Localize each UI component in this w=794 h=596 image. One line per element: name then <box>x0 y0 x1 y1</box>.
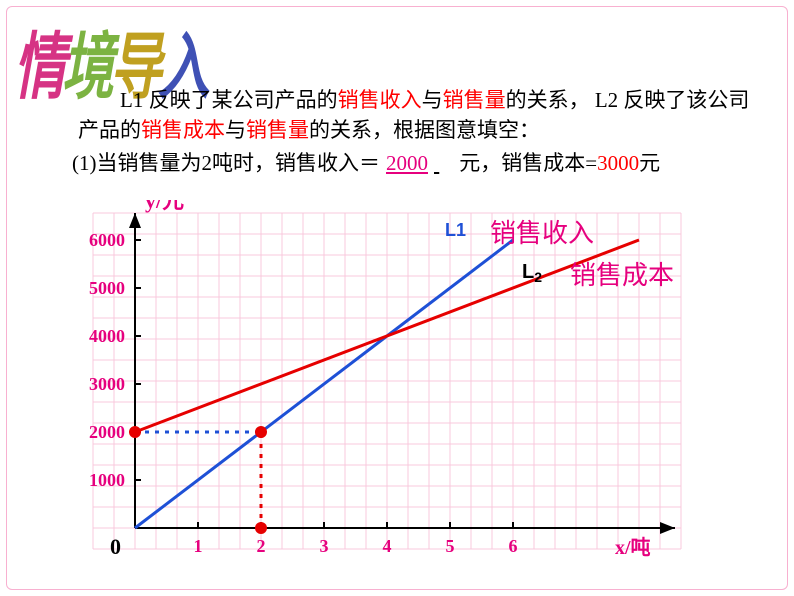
svg-text:3000: 3000 <box>89 374 125 394</box>
svg-text:y/元: y/元 <box>145 200 184 213</box>
txt-red: 销售成本 <box>141 118 225 142</box>
question-line: (1)当销售量为2吨时，销售收入＝2000 元，销售成本=3000元 <box>30 148 764 178</box>
svg-text:6: 6 <box>509 536 518 556</box>
cost-value: 3000 <box>597 151 639 175</box>
txt: 与 <box>422 88 443 112</box>
svg-text:0: 0 <box>110 534 121 559</box>
svg-text:L1: L1 <box>445 220 466 240</box>
chart-svg: 1 2 3 4 5 6 1000 2000 3000 4000 5000 6000 0 y/元 x/吨 L1 销… <box>60 200 730 580</box>
svg-text:5000: 5000 <box>89 278 125 298</box>
svg-text:销售收入: 销售收入 <box>490 219 594 248</box>
txt-red: 销售收入 <box>338 88 422 112</box>
q-suffix: 元 <box>639 151 660 175</box>
svg-text:2000: 2000 <box>89 422 125 442</box>
svg-text:4: 4 <box>383 536 392 556</box>
svg-text:3: 3 <box>320 536 329 556</box>
q-prefix: (1)当销售量为2吨时，销售收入＝ <box>72 151 380 175</box>
txt: 与 <box>225 118 246 142</box>
svg-text:销售成本: 销售成本 <box>570 261 674 290</box>
txt: L1 反映了某公司产品的 <box>120 88 338 112</box>
svg-text:6000: 6000 <box>89 230 125 250</box>
svg-text:x/吨: x/吨 <box>615 535 651 559</box>
svg-text:5: 5 <box>446 536 455 556</box>
svg-text:1000: 1000 <box>89 470 125 490</box>
context-line: L1 反映了某公司产品的销售收入与销售量的关系， L2 反映了该公司产品的销售成… <box>78 85 764 146</box>
txt-red: 销售量 <box>246 118 309 142</box>
svg-text:1: 1 <box>194 536 203 556</box>
svg-text:L2: L2 <box>522 261 542 285</box>
problem-text: L1 反映了某公司产品的销售收入与销售量的关系， L2 反映了该公司产品的销售成… <box>78 85 764 178</box>
txt-red: 销售量 <box>443 88 506 112</box>
chart: 1 2 3 4 5 6 1000 2000 3000 4000 5000 6000 0 y/元 x/吨 L1 销… <box>60 200 730 580</box>
q-mid: 元，销售成本= <box>459 151 597 175</box>
txt: 的关系，根据图意填空： <box>309 118 540 142</box>
svg-text:2: 2 <box>257 536 266 556</box>
blank-answer: 2000 <box>380 151 434 175</box>
svg-text:4000: 4000 <box>89 326 125 346</box>
